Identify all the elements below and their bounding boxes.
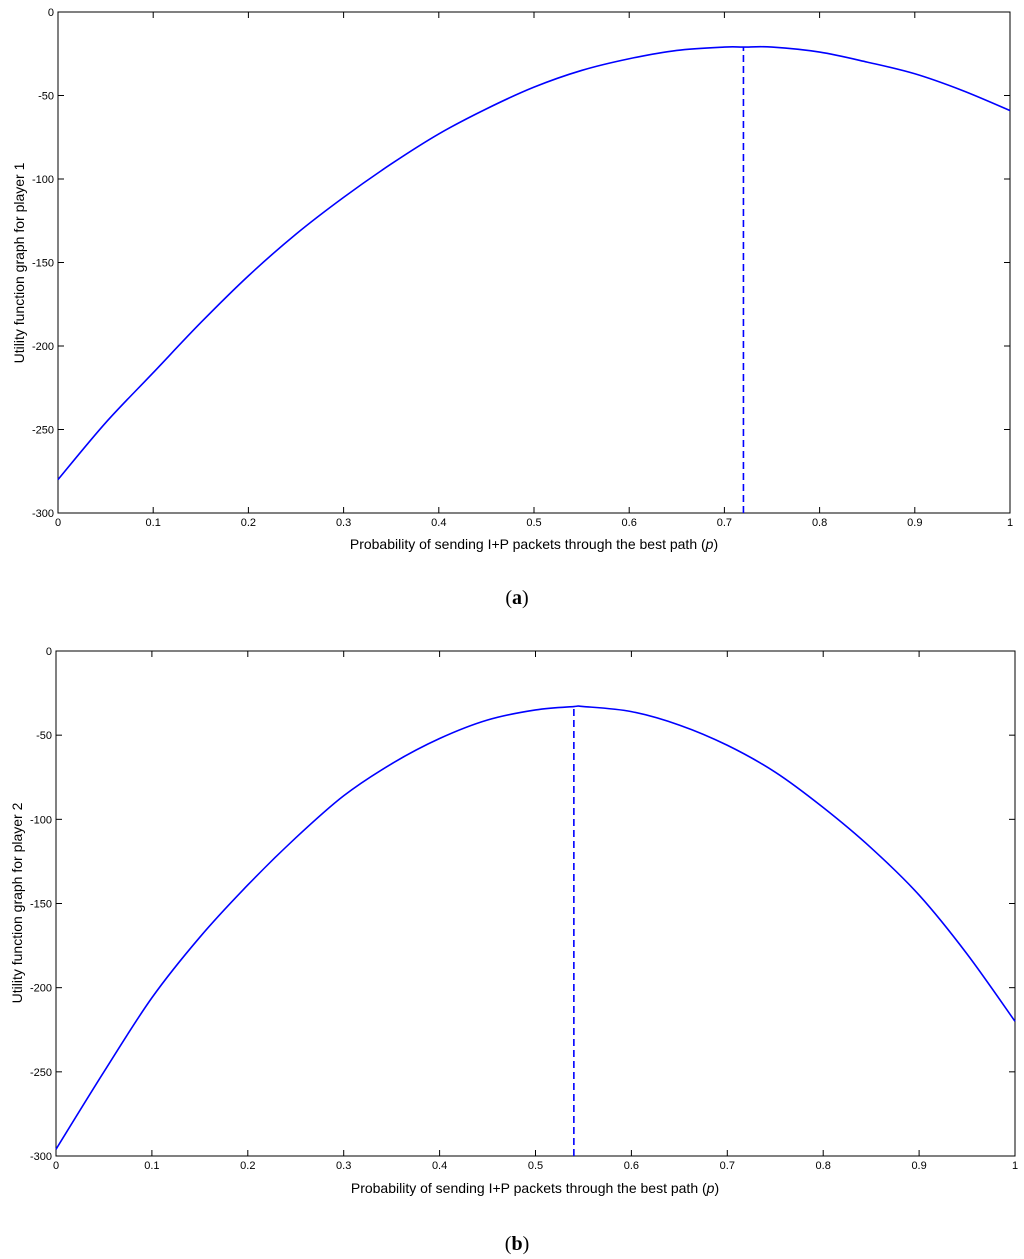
x-axis-label: Probability of sending I+P packets throu… bbox=[350, 536, 718, 552]
x-axis-label-close: ) bbox=[713, 536, 718, 552]
panel-label-close: ) bbox=[523, 1233, 530, 1255]
chart-panel-a: 0 0.1 0.2 0.3 0.4 0.5 0.6 0.7 0.8 0.9 1 0 -50 -100 -1… bbox=[11, 7, 1013, 609]
utility-curve bbox=[57, 45, 1011, 481]
x-tick-label: 0.7 bbox=[717, 517, 732, 529]
x-axis-label-close: ) bbox=[714, 1180, 719, 1196]
x-tick-label: 0.4 bbox=[432, 1160, 447, 1172]
x-tick-label: 0 bbox=[53, 1160, 59, 1172]
x-tick-label: 0.6 bbox=[624, 1160, 639, 1172]
y-tick-label: -150 bbox=[32, 258, 54, 270]
y-tick-label: -150 bbox=[30, 899, 52, 911]
y-tick-label: -100 bbox=[30, 814, 52, 826]
x-tick-label: 0.8 bbox=[812, 517, 827, 529]
y-tick-label: -100 bbox=[32, 174, 54, 186]
x-tick-label: 0.7 bbox=[720, 1160, 735, 1172]
x-tick-label: 0 bbox=[55, 517, 61, 529]
y-axis-label: Utility function graph for player 2 bbox=[9, 802, 25, 1003]
panel-label-open: ( bbox=[505, 1233, 512, 1255]
panel-label-a: (a) bbox=[505, 587, 528, 609]
x-tick-label: 0.2 bbox=[241, 517, 256, 529]
x-tick-label: 0.9 bbox=[911, 1160, 926, 1172]
tick-marks bbox=[55, 650, 1016, 1157]
tick-marks bbox=[57, 11, 1011, 514]
y-tick-label: 0 bbox=[48, 7, 54, 19]
x-axis-label-var: p bbox=[706, 1180, 715, 1196]
y-tick-label: 0 bbox=[46, 646, 52, 658]
x-tick-label: 0.1 bbox=[144, 1160, 159, 1172]
panel-label-letter: a bbox=[512, 587, 522, 609]
plot-frame bbox=[57, 11, 1011, 514]
x-tick-label: 1 bbox=[1012, 1160, 1018, 1172]
panel-label-open: ( bbox=[505, 587, 512, 609]
x-tick-label: 1 bbox=[1007, 517, 1013, 529]
x-tick-labels: 0 0.1 0.2 0.3 0.4 0.5 0.6 0.7 0.8 0.9 1 bbox=[53, 1160, 1018, 1172]
y-tick-label: -200 bbox=[30, 983, 52, 995]
chart-panel-b: 0 0.1 0.2 0.3 0.4 0.5 0.6 0.7 0.8 0.9 1 0 -50 -100 -1… bbox=[9, 646, 1018, 1255]
utility-curve bbox=[55, 705, 1016, 1150]
x-tick-label: 0.3 bbox=[336, 1160, 351, 1172]
x-tick-labels: 0 0.1 0.2 0.3 0.4 0.5 0.6 0.7 0.8 0.9 1 bbox=[55, 517, 1013, 529]
panel-label-letter: b bbox=[511, 1233, 522, 1255]
x-axis-label-text: Probability of sending I+P packets throu… bbox=[350, 536, 706, 552]
x-tick-label: 0.8 bbox=[816, 1160, 831, 1172]
x-tick-label: 0.3 bbox=[336, 517, 351, 529]
y-tick-label: -300 bbox=[32, 508, 54, 520]
x-axis-label-var: p bbox=[705, 536, 714, 552]
x-tick-label: 0.2 bbox=[240, 1160, 255, 1172]
x-tick-label: 0.9 bbox=[907, 517, 922, 529]
y-tick-label: -250 bbox=[30, 1067, 52, 1079]
y-tick-label: -50 bbox=[36, 730, 52, 742]
x-tick-label: 0.1 bbox=[146, 517, 161, 529]
x-tick-label: 0.6 bbox=[622, 517, 637, 529]
y-axis-label: Utility function graph for player 1 bbox=[11, 162, 27, 363]
y-tick-label: -300 bbox=[30, 1151, 52, 1163]
panel-label-close: ) bbox=[522, 587, 529, 609]
y-tick-labels: 0 -50 -100 -150 -200 -250 -300 bbox=[30, 646, 52, 1163]
x-tick-label: 0.5 bbox=[526, 517, 541, 529]
y-tick-label: -250 bbox=[32, 425, 54, 437]
panel-label-b: (b) bbox=[505, 1233, 529, 1255]
y-tick-labels: 0 -50 -100 -150 -200 -250 -300 bbox=[32, 7, 54, 520]
x-axis-label: Probability of sending I+P packets throu… bbox=[351, 1180, 719, 1196]
plot-frame bbox=[55, 650, 1016, 1157]
y-tick-label: -50 bbox=[38, 91, 54, 103]
y-tick-label: -200 bbox=[32, 341, 54, 353]
x-tick-label: 0.5 bbox=[528, 1160, 543, 1172]
x-tick-label: 0.4 bbox=[431, 517, 446, 529]
x-axis-label-text: Probability of sending I+P packets throu… bbox=[351, 1180, 707, 1196]
